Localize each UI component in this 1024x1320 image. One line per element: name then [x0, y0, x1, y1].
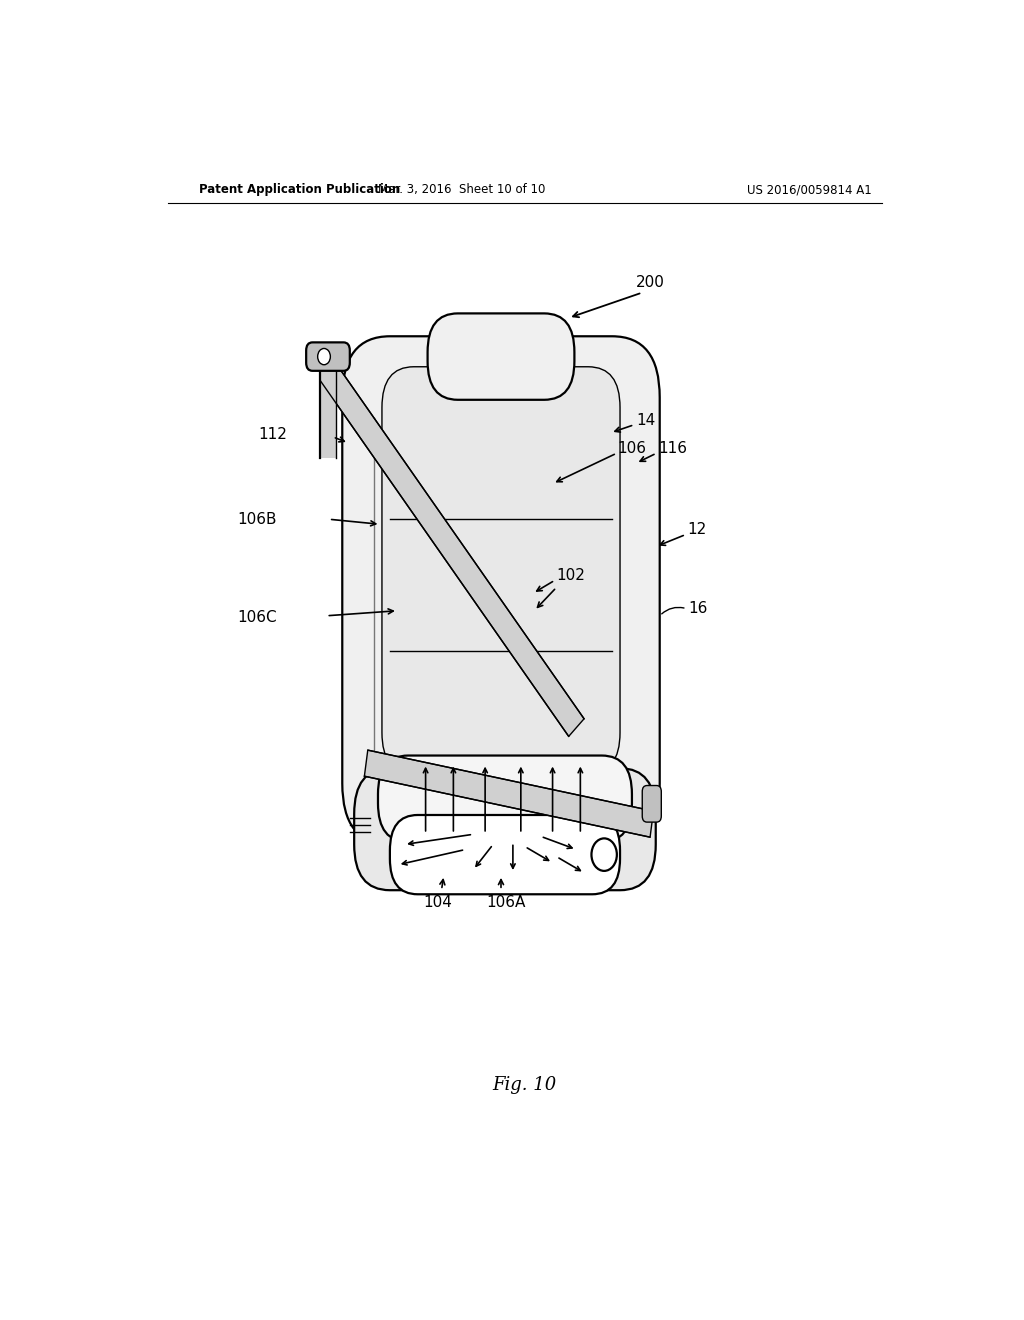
Polygon shape [365, 750, 653, 837]
Text: 106B: 106B [238, 512, 278, 527]
Text: Fig. 10: Fig. 10 [493, 1076, 557, 1094]
Text: 104: 104 [423, 895, 452, 911]
Polygon shape [321, 371, 336, 458]
FancyBboxPatch shape [342, 337, 659, 845]
FancyBboxPatch shape [306, 342, 350, 371]
Text: US 2016/0059814 A1: US 2016/0059814 A1 [748, 183, 871, 197]
Text: 112: 112 [258, 428, 287, 442]
Text: 106C: 106C [238, 610, 278, 626]
Text: 16: 16 [688, 601, 708, 616]
Text: 106A: 106A [486, 895, 526, 911]
Text: 102: 102 [557, 568, 586, 582]
FancyBboxPatch shape [354, 768, 655, 890]
FancyBboxPatch shape [378, 755, 632, 842]
Text: 106: 106 [616, 441, 646, 455]
FancyBboxPatch shape [382, 367, 620, 774]
FancyBboxPatch shape [428, 313, 574, 400]
Circle shape [317, 348, 331, 364]
Text: Patent Application Publication: Patent Application Publication [200, 183, 400, 197]
Text: 12: 12 [687, 521, 707, 537]
Text: 200: 200 [636, 275, 665, 290]
Text: Mar. 3, 2016  Sheet 10 of 10: Mar. 3, 2016 Sheet 10 of 10 [378, 183, 545, 197]
FancyBboxPatch shape [390, 814, 620, 894]
Polygon shape [321, 363, 584, 737]
Text: 14: 14 [636, 413, 655, 428]
Circle shape [592, 838, 616, 871]
FancyBboxPatch shape [642, 785, 662, 822]
Text: 116: 116 [658, 441, 687, 455]
